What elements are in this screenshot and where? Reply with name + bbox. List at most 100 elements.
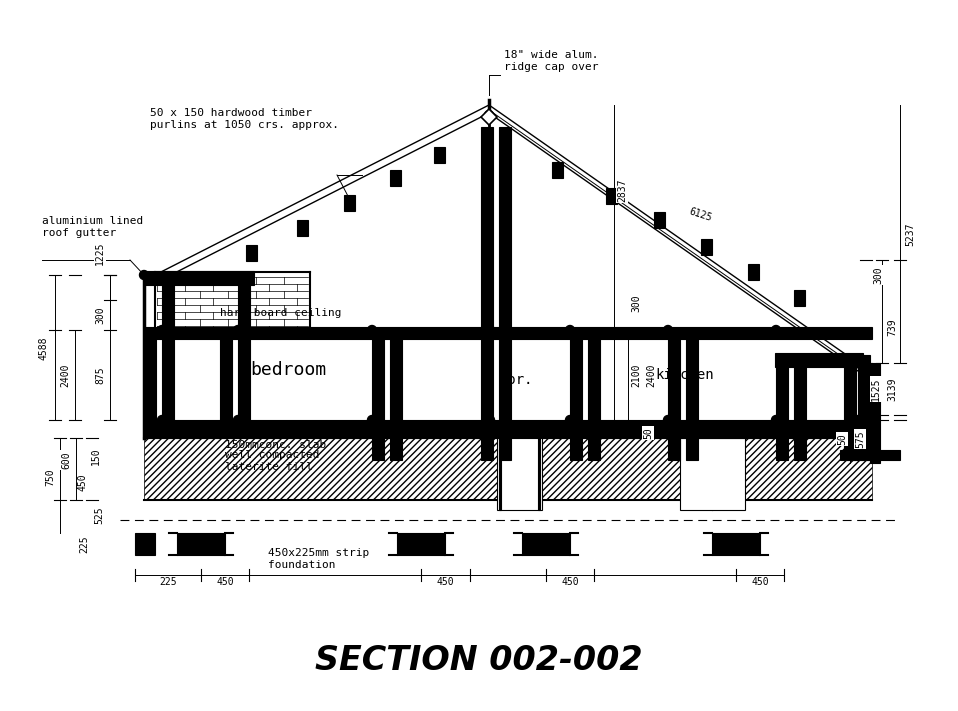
Text: 1225: 1225 [95,241,105,264]
Bar [776,355,788,460]
Text: SECTION 002-002: SECTION 002-002 [315,643,643,676]
Text: 1525: 1525 [871,378,881,401]
Text: 2400: 2400 [60,363,70,387]
Bar [397,533,445,555]
Circle shape [486,415,494,424]
Bar [680,438,745,510]
Circle shape [368,415,376,424]
Text: 450: 450 [78,474,88,491]
Bar [870,363,880,463]
Circle shape [771,326,781,334]
Text: 750: 750 [45,468,55,486]
Circle shape [485,110,493,119]
Text: 450: 450 [436,577,454,587]
Circle shape [157,415,167,424]
Bar [344,195,355,211]
Text: 575: 575 [855,430,865,448]
Bar [144,327,872,339]
Text: 18" wide alum.
ridge cap over: 18" wide alum. ridge cap over [504,50,599,72]
Text: aluminium lined
roof gutter: aluminium lined roof gutter [42,216,144,238]
Text: 300: 300 [631,294,641,312]
Bar [748,264,759,280]
Circle shape [368,326,376,334]
Bar [794,355,806,460]
Bar [144,271,254,285]
Bar [552,162,563,178]
Circle shape [664,415,673,424]
Text: 450: 450 [561,577,579,587]
Bar [840,450,900,460]
Bar [701,239,712,255]
Circle shape [565,326,575,334]
Polygon shape [481,109,497,125]
Bar [144,330,156,420]
Bar [238,275,250,420]
Text: hard board ceiling: hard board ceiling [220,308,341,318]
Bar [686,330,698,460]
Bar [372,330,384,460]
Circle shape [565,415,575,424]
Bar [606,188,617,204]
Text: 2400: 2400 [646,363,656,387]
Text: 875: 875 [95,366,105,384]
Text: 600: 600 [61,451,71,469]
Circle shape [771,415,781,424]
Bar [390,170,401,186]
Bar [858,355,870,460]
Text: cor.: cor. [500,373,534,387]
Circle shape [854,358,862,368]
Circle shape [234,326,242,334]
Text: 50 x 150 hardwood timber
purlins at 1050 crs. approx.: 50 x 150 hardwood timber purlins at 1050… [150,108,339,130]
Text: 2837: 2837 [617,178,627,202]
Bar [297,220,308,236]
Bar [497,421,542,510]
Bar [654,212,665,228]
Bar [144,420,872,438]
Text: 739: 739 [887,319,897,336]
Bar [775,353,863,367]
Text: 6125: 6125 [687,207,713,223]
Text: 4588: 4588 [39,336,49,360]
Bar [390,330,402,460]
Text: well compacted
laterite fill: well compacted laterite fill [225,450,320,471]
Text: 50: 50 [837,433,847,445]
Bar [246,245,257,261]
Text: 450: 450 [751,577,769,587]
Bar [481,127,493,460]
Bar [712,533,760,555]
Text: 150: 150 [91,447,101,465]
Circle shape [486,326,494,334]
Circle shape [140,270,148,279]
Text: terr. finish on
150mmconc. slab: terr. finish on 150mmconc. slab [225,428,327,449]
Bar [588,330,600,460]
Circle shape [664,326,673,334]
Text: bedroom: bedroom [250,361,326,379]
Text: 5237: 5237 [905,223,915,246]
Text: 50: 50 [643,427,653,439]
Circle shape [854,415,862,424]
Text: 450x225mm strip
foundation: 450x225mm strip foundation [268,548,369,570]
Bar [844,355,856,460]
Text: 3139: 3139 [887,378,897,401]
Bar [177,533,225,555]
Circle shape [234,415,242,424]
Text: 225: 225 [79,535,89,553]
Circle shape [854,358,862,368]
Circle shape [157,326,167,334]
Text: 2100: 2100 [631,363,641,387]
Bar [522,533,570,555]
Bar [499,421,501,510]
Bar [499,127,511,460]
Text: 300: 300 [95,306,105,324]
Text: 300: 300 [873,266,883,284]
Bar [794,290,805,306]
Bar [220,330,232,420]
Bar [135,533,155,555]
Text: 225: 225 [159,577,177,587]
Bar [434,147,445,163]
Bar [538,421,540,510]
Bar [162,275,174,420]
Text: 450: 450 [217,577,234,587]
Bar [144,438,872,500]
Bar [668,330,680,460]
